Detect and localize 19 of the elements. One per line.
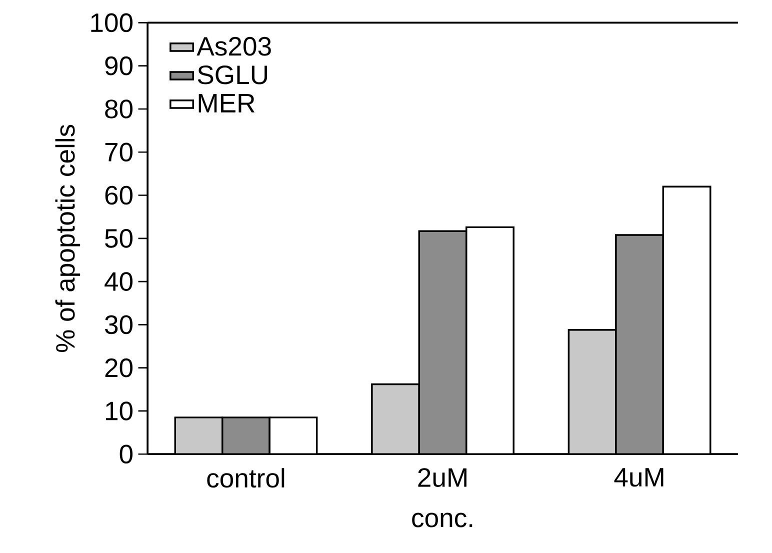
y-tick-label: 20 — [105, 358, 133, 378]
x-tick-label: control — [207, 468, 284, 488]
y-tick-label: 80 — [105, 100, 133, 119]
legend-label: MER — [198, 94, 255, 113]
y-tick-label: 0 — [120, 444, 133, 464]
y-axis-title: % of apoptotic cells — [55, 125, 80, 352]
y-tick-label: 30 — [105, 316, 133, 334]
y-tick-label: 100 — [91, 14, 133, 32]
y-tick-label: 50 — [105, 229, 133, 248]
legend-label: As203 — [196, 37, 271, 56]
y-tick-label: 90 — [105, 56, 133, 76]
x-tick-label: 4uM — [614, 468, 664, 487]
x-tick-label: 2uM — [418, 468, 466, 488]
legend-label: SGLU — [198, 66, 268, 85]
y-tick-label: 60 — [105, 186, 133, 205]
y-tick-label: 70 — [105, 142, 133, 162]
x-axis-title: conc. — [412, 513, 472, 528]
y-tick-label: 40 — [104, 272, 133, 292]
y-tick-label: 10 — [106, 402, 133, 421]
